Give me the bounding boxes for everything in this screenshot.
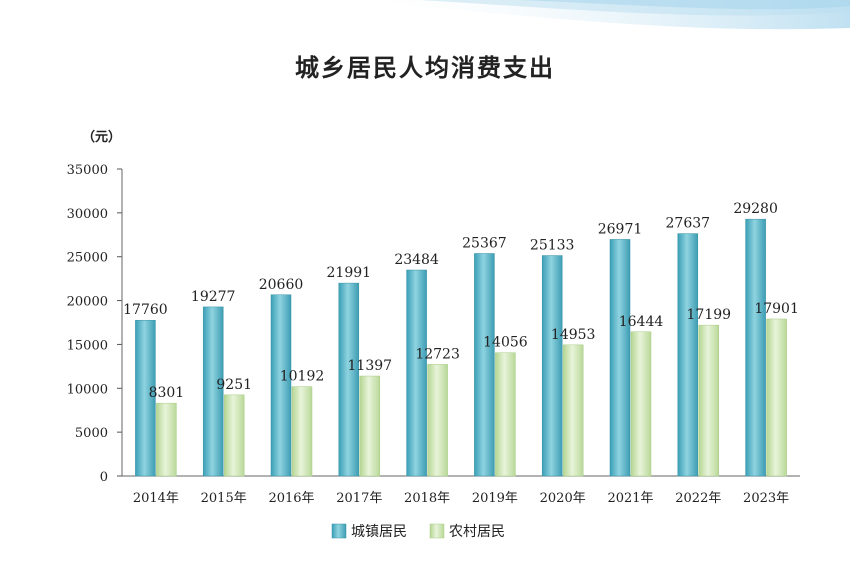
y-tick-label: 15000 bbox=[67, 338, 108, 353]
bar-urban bbox=[474, 253, 495, 477]
bar-rural bbox=[630, 331, 652, 477]
bar-urban bbox=[745, 218, 766, 477]
data-label-rural: 8301 bbox=[149, 385, 185, 401]
legend-swatch-rural bbox=[429, 523, 445, 539]
data-label-urban: 21991 bbox=[327, 265, 372, 281]
y-tick-label: 20000 bbox=[67, 295, 108, 310]
data-label-rural: 10192 bbox=[280, 369, 325, 385]
x-tick-label: 2021年 bbox=[607, 491, 653, 506]
x-tick-label: 2022年 bbox=[675, 491, 721, 506]
chart-title: 城乡居民人均消费支出 bbox=[295, 53, 555, 82]
legend-swatch-urban bbox=[331, 523, 347, 539]
bar-urban bbox=[541, 255, 563, 477]
x-tick-label: 2015年 bbox=[201, 491, 247, 506]
bar-rural bbox=[156, 402, 177, 477]
bar-rural bbox=[427, 364, 448, 477]
y-tick-label: 5000 bbox=[75, 426, 108, 441]
data-label-urban: 17760 bbox=[123, 302, 168, 318]
x-tick-label: 2023年 bbox=[743, 491, 789, 506]
data-label-urban: 29280 bbox=[733, 201, 778, 217]
bar-urban bbox=[202, 306, 224, 477]
bar-urban bbox=[270, 294, 292, 477]
data-label-urban: 19277 bbox=[191, 289, 236, 305]
x-tick-label: 2016年 bbox=[268, 491, 314, 506]
y-tick-label: 25000 bbox=[67, 251, 108, 266]
bar-urban bbox=[338, 282, 360, 477]
x-tick-label: 2014年 bbox=[133, 491, 179, 506]
bar-urban bbox=[135, 319, 156, 477]
data-label-urban: 27637 bbox=[666, 216, 711, 232]
header-wave-decoration bbox=[330, 0, 850, 30]
data-label-urban: 20660 bbox=[259, 277, 304, 293]
data-label-rural: 16444 bbox=[619, 314, 664, 330]
bar-urban bbox=[677, 233, 699, 477]
y-axis-unit-label: （元） bbox=[82, 129, 121, 145]
bar-urban bbox=[406, 269, 427, 477]
bar-rural bbox=[291, 386, 313, 477]
data-label-urban: 26971 bbox=[598, 221, 643, 237]
bar-rural bbox=[223, 394, 245, 477]
data-label-rural: 14953 bbox=[551, 327, 596, 343]
y-tick-label: 0 bbox=[100, 470, 108, 485]
legend-label-rural: 农村居民 bbox=[449, 524, 505, 540]
bar-rural bbox=[766, 318, 787, 477]
data-label-rural: 14056 bbox=[483, 335, 528, 351]
data-label-urban: 25133 bbox=[530, 238, 575, 254]
y-tick-label: 35000 bbox=[67, 163, 108, 178]
legend-label-urban: 城镇居民 bbox=[351, 524, 407, 540]
data-label-rural: 11397 bbox=[348, 358, 393, 374]
bar-rural bbox=[495, 352, 516, 477]
data-label-urban: 23484 bbox=[394, 252, 439, 268]
y-tick-label: 30000 bbox=[67, 207, 108, 222]
x-tick-label: 2017年 bbox=[336, 491, 382, 506]
bar-urban bbox=[609, 239, 631, 477]
bar-rural bbox=[698, 324, 720, 477]
x-tick-label: 2018年 bbox=[404, 491, 450, 506]
data-label-rural: 9251 bbox=[216, 377, 252, 393]
data-label-rural: 17901 bbox=[754, 301, 799, 317]
data-label-rural: 17199 bbox=[687, 307, 732, 323]
y-tick-label: 10000 bbox=[67, 382, 108, 397]
data-label-rural: 12723 bbox=[415, 346, 460, 362]
x-tick-label: 2020年 bbox=[540, 491, 586, 506]
data-label-urban: 25367 bbox=[462, 235, 507, 251]
bar-rural bbox=[562, 344, 584, 477]
bar-rural bbox=[359, 375, 381, 477]
x-tick-label: 2019年 bbox=[472, 491, 518, 506]
